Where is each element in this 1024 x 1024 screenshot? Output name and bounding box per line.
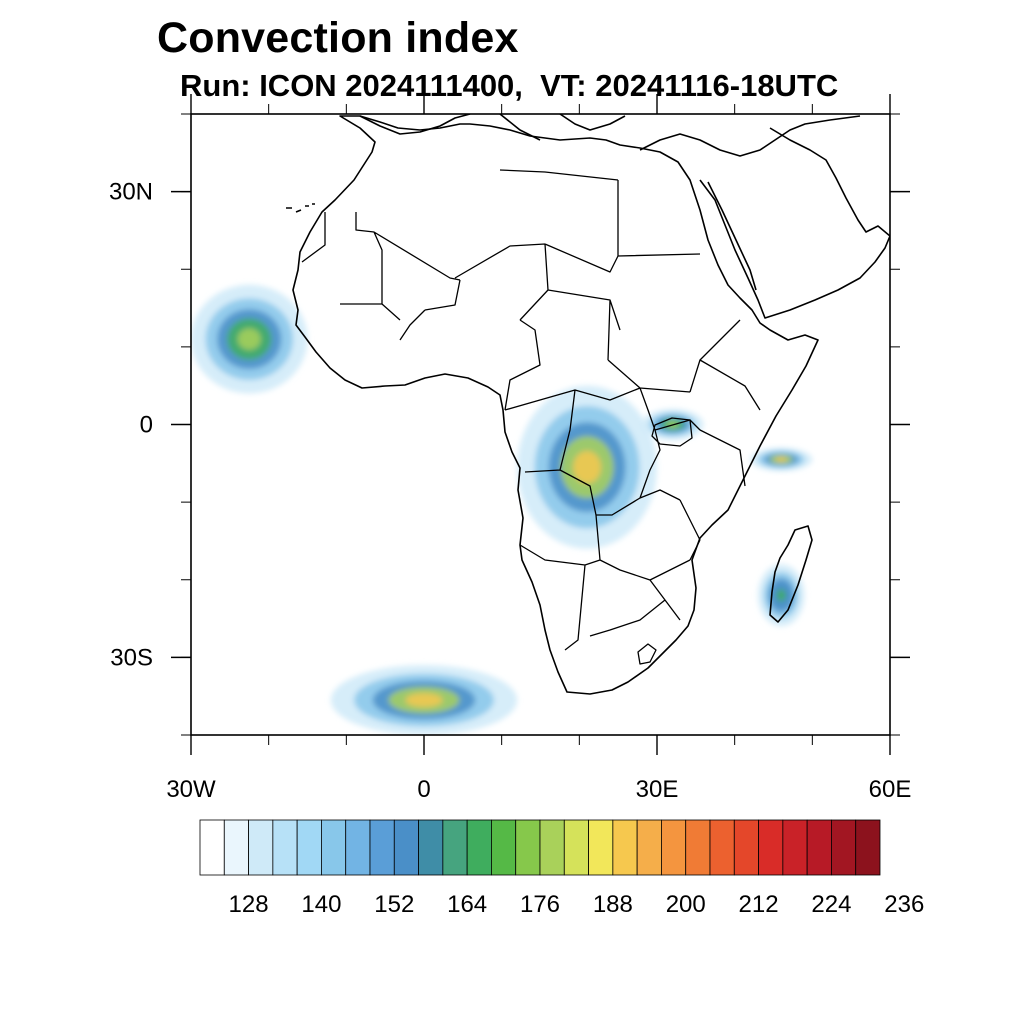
colorbar-label: 176: [520, 891, 560, 918]
convection-level: [775, 457, 788, 462]
y-tick-label: 30S: [110, 644, 153, 671]
colorbar-box: [466, 819, 492, 876]
colorbar-box: [612, 819, 638, 876]
europe-coastline: [359, 114, 861, 157]
colorbar-box: [758, 819, 784, 876]
convection-field: [191, 284, 813, 735]
lesotho-border: [637, 643, 657, 665]
colorbar-box: [442, 819, 468, 876]
colorbar-box: [248, 819, 274, 876]
colorbar-label: 236: [884, 891, 924, 918]
colorbar-label: 128: [229, 891, 269, 918]
convection-level: [237, 328, 261, 350]
colorbar-label: 212: [739, 891, 779, 918]
colorbar-box: [563, 819, 589, 876]
colorbar-label: 152: [374, 891, 414, 918]
colorbar: 128 140 152 164 176 188 200 212 224 236: [199, 819, 924, 918]
canary-islands: [286, 203, 315, 213]
colorbar-box: [588, 819, 614, 876]
y-tick-label: 30N: [109, 179, 153, 206]
colorbar-box: [491, 819, 517, 876]
colorbar-box: [345, 819, 371, 876]
chart-title: Convection index: [157, 14, 519, 62]
convection-level: [573, 450, 602, 484]
colorbar-box: [661, 819, 687, 876]
colorbar-label: 164: [447, 891, 487, 918]
convection-area: [191, 284, 308, 394]
convection-level: [405, 693, 443, 708]
colorbar-box: [296, 819, 322, 876]
axes: 30W 0 30E 60E 30N 0 30S: [109, 94, 911, 803]
convection-area: [750, 447, 813, 472]
red-sea-west: [707, 181, 757, 291]
colorbar-label: 200: [666, 891, 706, 918]
colorbar-box: [272, 819, 298, 876]
colorbar-box: [393, 819, 419, 876]
x-tick-label: 30E: [636, 776, 679, 803]
x-tick-label: 30W: [166, 776, 216, 803]
convection-area: [517, 385, 657, 549]
colorbar-box: [636, 819, 662, 876]
colorbar-box: [782, 819, 808, 876]
colorbar-box: [223, 819, 249, 876]
x-tick-label: 0: [417, 776, 430, 803]
colorbar-box: [709, 819, 735, 876]
colorbar-box: [418, 819, 444, 876]
colorbar-box: [515, 819, 541, 876]
lake-victoria: [651, 417, 693, 447]
colorbar-box: [321, 819, 347, 876]
arabia-coastline: [699, 127, 890, 319]
convection-area: [330, 665, 518, 735]
colorbar-label: 140: [301, 891, 341, 918]
y-tick-label: 0: [140, 412, 153, 439]
colorbar-box: [831, 819, 857, 876]
colorbar-label: 188: [593, 891, 633, 918]
madagascar-coastline: [769, 525, 813, 623]
colorbar-label: 224: [811, 891, 851, 918]
country-borders: [301, 169, 761, 651]
colorbar-box: [806, 819, 832, 876]
colorbar-box: [539, 819, 565, 876]
colorbar-box: [685, 819, 711, 876]
colorbar-box: [369, 819, 395, 876]
colorbar-box: [855, 819, 881, 876]
colorbar-box: [733, 819, 759, 876]
convection-level: [776, 589, 786, 602]
chart-subtitle: Run: ICON 2024111400, VT: 20241116-18UTC: [180, 68, 839, 103]
africa-coastline: [292, 115, 819, 695]
colorbar-box: [199, 819, 225, 876]
x-tick-label: 60E: [869, 776, 912, 803]
coastlines-and-borders: [286, 114, 890, 695]
